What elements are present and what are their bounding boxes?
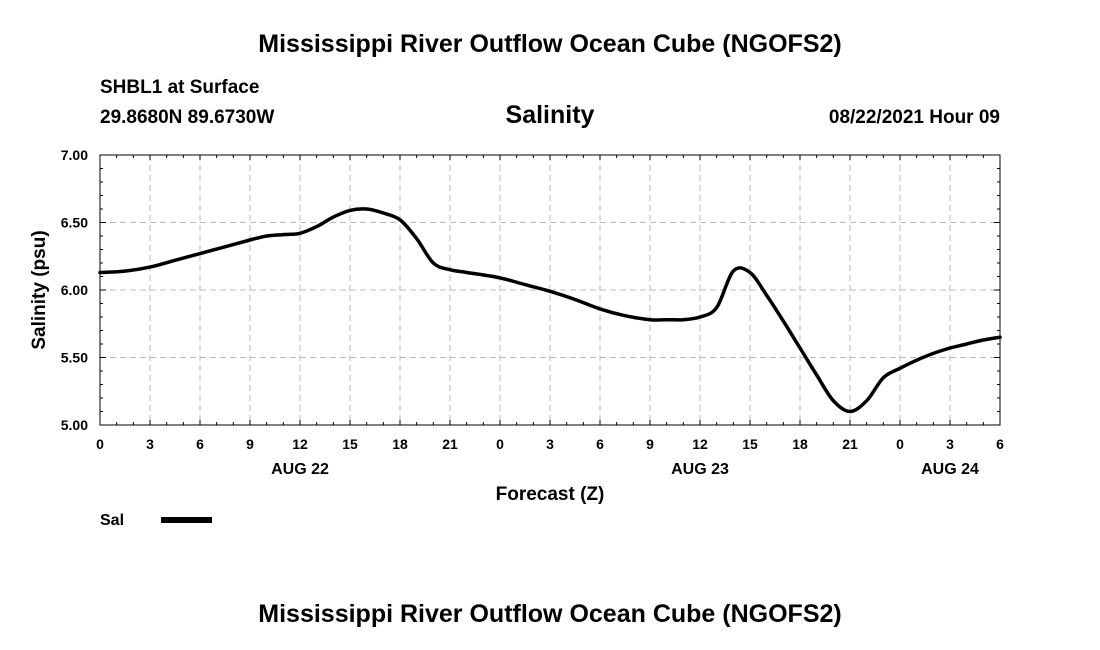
x-tick-label: 12 — [692, 436, 708, 452]
date-label: AUG 22 — [271, 461, 329, 478]
x-tick-label: 0 — [896, 436, 904, 452]
x-tick-label: 9 — [646, 436, 654, 452]
y-tick-label: 5.50 — [61, 350, 88, 366]
x-tick-label: 21 — [442, 436, 458, 452]
station-label: SHBL1 at Surface — [100, 77, 260, 98]
x-tick-label: 0 — [96, 436, 104, 452]
x-tick-label: 6 — [596, 436, 604, 452]
x-tick-label: 0 — [496, 436, 504, 452]
x-tick-label: 18 — [392, 436, 408, 452]
x-tick-label: 3 — [946, 436, 954, 452]
y-tick-label: 6.50 — [61, 215, 88, 231]
x-tick-label: 15 — [742, 436, 758, 452]
y-axis-label: Salinity (psu) — [29, 230, 50, 349]
station-coordinates: 29.8680N 89.6730W — [100, 107, 275, 128]
date-label: AUG 24 — [921, 461, 979, 478]
y-tick-label: 7.00 — [61, 147, 88, 163]
y-tick-label: 6.00 — [61, 282, 88, 298]
x-tick-label: 9 — [246, 436, 254, 452]
x-tick-label: 6 — [996, 436, 1004, 452]
page-title: Mississippi River Outflow Ocean Cube (NG… — [258, 30, 842, 58]
footer-title: Mississippi River Outflow Ocean Cube (NG… — [258, 600, 842, 628]
legend-label-sal: Sal — [100, 512, 124, 529]
x-tick-label: 6 — [196, 436, 204, 452]
series-line-sal — [98, 207, 1002, 414]
y-tick-label: 5.00 — [61, 417, 88, 433]
x-tick-label: 21 — [842, 436, 858, 452]
grid-layer — [100, 155, 1000, 425]
x-tick-label: 3 — [546, 436, 554, 452]
date-label: AUG 23 — [671, 461, 729, 478]
x-axis-label: Forecast (Z) — [496, 484, 605, 505]
x-tick-label: 18 — [792, 436, 808, 452]
x-tick-label: 12 — [292, 436, 308, 452]
chart-title: Salinity — [505, 101, 595, 129]
tick-layer — [99, 154, 1001, 426]
x-tick-label: 3 — [146, 436, 154, 452]
forecast-timestamp: 08/22/2021 Hour 09 — [828, 107, 1000, 128]
axis-labels: 0 3 6 9 12 15 18 21 0 3 6 9 12 15 18 21 0 3 6 AUG 22 AUG 23 A… — [61, 147, 1004, 478]
x-tick-label: 15 — [342, 436, 358, 452]
